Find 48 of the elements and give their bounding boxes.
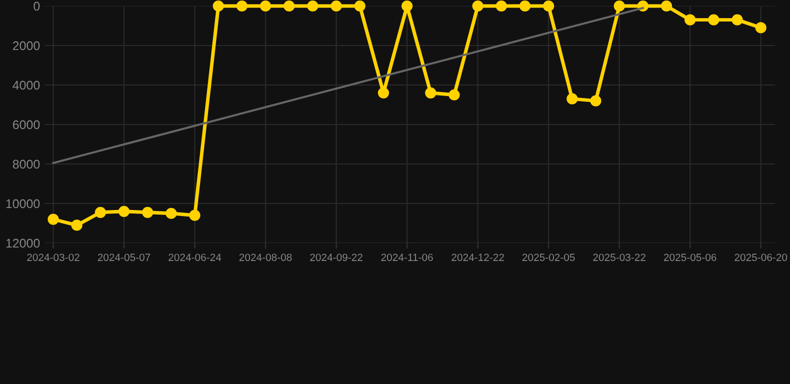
point [307, 0, 318, 12]
y-tick-label: 12000 [6, 238, 40, 248]
y-tick-label: 2000 [12, 41, 40, 50]
x-tick-label: 2025-05-06 [664, 254, 716, 262]
point [330, 0, 342, 12]
point [212, 0, 224, 12]
point [189, 210, 200, 221]
point [401, 0, 413, 12]
point [614, 0, 625, 12]
x-tick-label: 2024-09-22 [310, 254, 362, 262]
x-tick-label: 2025-03-22 [593, 254, 646, 262]
point [142, 206, 154, 218]
point [755, 22, 766, 34]
point [236, 0, 248, 12]
x-tick-label: 2024-08-08 [239, 254, 292, 262]
point [71, 220, 82, 231]
point [354, 0, 366, 12]
point [425, 87, 436, 98]
point [284, 0, 295, 12]
point [472, 0, 484, 12]
point [684, 14, 696, 26]
x-tick-label: 2024-11-06 [381, 254, 433, 262]
x-tick-label: 2025-02-05 [522, 254, 575, 262]
x-tick-label: 2024-12-22 [452, 254, 504, 262]
point [448, 89, 460, 100]
point [590, 95, 602, 106]
y-tick-label: 8000 [12, 160, 40, 169]
y-tick-label: 6000 [12, 120, 40, 130]
point [48, 214, 59, 225]
point [118, 206, 130, 217]
point [166, 208, 177, 219]
point [543, 0, 554, 12]
point [660, 0, 672, 12]
y-tick-label: 0 [34, 2, 40, 11]
point [732, 14, 743, 26]
point [378, 87, 390, 98]
x-tick-label: 2024-03-02 [27, 254, 80, 262]
x-tick-label: 2025-06-20 [734, 254, 788, 262]
point [496, 0, 507, 12]
x-tick-label: 2024-05-07 [98, 254, 150, 262]
point [260, 0, 272, 12]
point [566, 93, 578, 104]
y-tick-label: 4000 [12, 80, 40, 90]
point [708, 14, 720, 26]
point [94, 206, 106, 218]
x-tick-label: 2024-06-24 [168, 254, 222, 262]
y-tick-label: 10000 [6, 199, 40, 208]
point [519, 0, 531, 12]
